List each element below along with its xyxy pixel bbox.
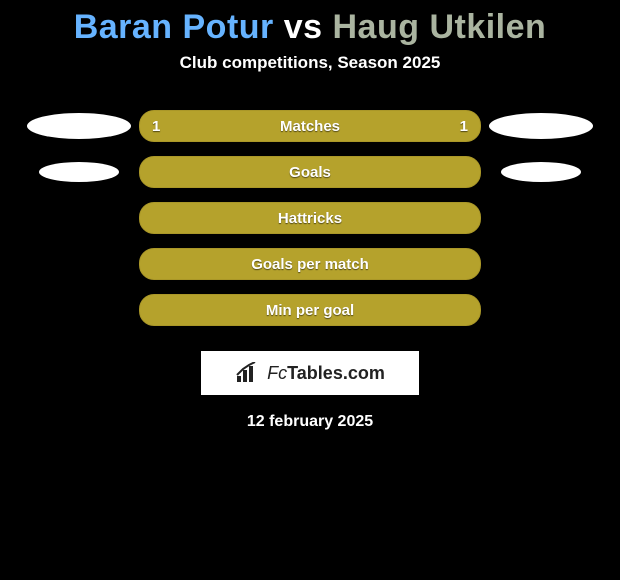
title-vs: vs [274,8,333,46]
stat-row: Goals [0,149,620,195]
left-bubble [27,113,131,139]
stat-value-right: 1 [460,118,468,135]
stat-row: Matches1 1 [0,103,620,149]
player-right-name: Haug Utkilen [333,8,547,46]
left-bubble-slot [19,162,139,182]
stat-bar: Min per goal [139,294,481,326]
right-bubble-slot [481,162,601,182]
stat-row: Min per goal [0,287,620,333]
stat-label: Hattricks [140,210,480,227]
brand-text: FcTables.com [267,363,385,384]
right-bubble-slot [481,113,601,139]
right-bubble [489,113,593,139]
left-bubble [39,162,119,182]
brand-badge: FcTables.com [201,351,419,395]
stat-row: Goals per match [0,241,620,287]
brand-prefix: Fc [267,363,287,383]
page-subtitle: Club competitions, Season 2025 [0,53,620,73]
stat-rows: Matches1 1 Goals Hattricks Goals per match Mi… [0,103,620,333]
right-bubble [501,162,581,182]
stat-bar: Goals per match [139,248,481,280]
stat-bar: Goals [139,156,481,188]
stat-label: Matches [140,118,480,135]
stat-bar: Hattricks [139,202,481,234]
stat-value-left: 1 [152,118,160,135]
stat-row: Hattricks [0,195,620,241]
player-left-name: Baran Potur [74,8,274,46]
stat-label: Min per goal [140,302,480,319]
stat-label: Goals per match [140,256,480,273]
comparison-infographic: Baran Potur vs Haug Utkilen Club competi… [0,0,620,580]
stat-label: Goals [140,164,480,181]
left-bubble-slot [19,113,139,139]
page-title: Baran Potur vs Haug Utkilen [0,0,620,47]
brand-suffix: Tables.com [287,363,385,383]
bars-icon [235,362,261,384]
date-label: 12 february 2025 [0,413,620,431]
stat-bar: Matches1 1 [139,110,481,142]
